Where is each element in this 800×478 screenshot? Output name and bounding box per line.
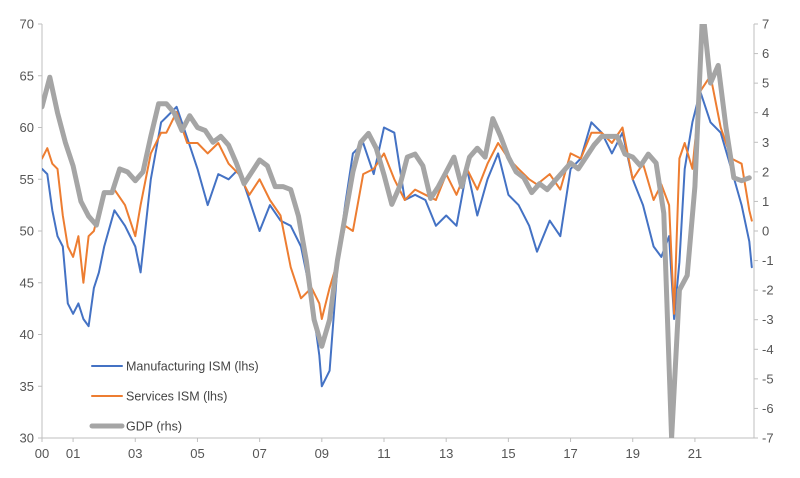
right-tick-label: -4	[762, 342, 774, 357]
legend-label: GDP (rhs)	[126, 420, 182, 434]
right-tick-label: -2	[762, 283, 774, 298]
x-tick-label: 13	[439, 446, 453, 461]
right-tick-label: -1	[762, 253, 774, 268]
axes-layer: 303540455055606570-7-6-5-4-3-2-101234567…	[20, 17, 774, 462]
left-tick-label: 45	[20, 275, 34, 290]
legend-label: Manufacturing ISM (lhs)	[126, 360, 259, 374]
right-tick-label: -3	[762, 312, 774, 327]
series-line-3	[42, 24, 752, 438]
legend: Manufacturing ISM (lhs) Services ISM (lhs…	[89, 360, 259, 434]
right-tick-label: -7	[762, 431, 774, 446]
x-tick-label: 01	[66, 446, 80, 461]
right-tick-label: 7	[762, 17, 769, 32]
series-line-2	[42, 74, 753, 320]
left-tick-label: 60	[20, 120, 34, 135]
right-tick-label: 3	[762, 135, 769, 150]
left-tick-label: 40	[20, 327, 34, 342]
x-tick-label: 07	[252, 446, 266, 461]
legend-label: Services ISM (lhs)	[126, 390, 227, 404]
left-tick-label: 30	[20, 431, 34, 446]
right-tick-label: -6	[762, 401, 774, 416]
right-tick-label: 1	[762, 194, 769, 209]
x-tick-label: 03	[128, 446, 142, 461]
x-tick-label: 19	[626, 446, 640, 461]
right-tick-label: 2	[762, 164, 769, 179]
x-tick-label: 15	[501, 446, 515, 461]
x-tick-label: 11	[377, 446, 391, 461]
x-tick-label: 05	[190, 446, 204, 461]
series-layer	[42, 24, 753, 438]
x-tick-label: 17	[563, 446, 577, 461]
left-tick-label: 50	[20, 224, 34, 239]
right-tick-label: 4	[762, 105, 769, 120]
right-tick-label: 5	[762, 76, 769, 91]
left-tick-label: 65	[20, 68, 34, 83]
right-tick-label: 0	[762, 224, 769, 239]
x-tick-label: 09	[315, 446, 329, 461]
x-tick-label: 00	[35, 446, 49, 461]
left-tick-label: 35	[20, 379, 34, 394]
left-tick-label: 55	[20, 172, 34, 187]
x-tick-label: 21	[688, 446, 702, 461]
right-tick-label: -5	[762, 371, 774, 386]
series-line-1	[42, 90, 753, 388]
left-tick-label: 70	[20, 17, 34, 32]
right-tick-label: 6	[762, 46, 769, 61]
